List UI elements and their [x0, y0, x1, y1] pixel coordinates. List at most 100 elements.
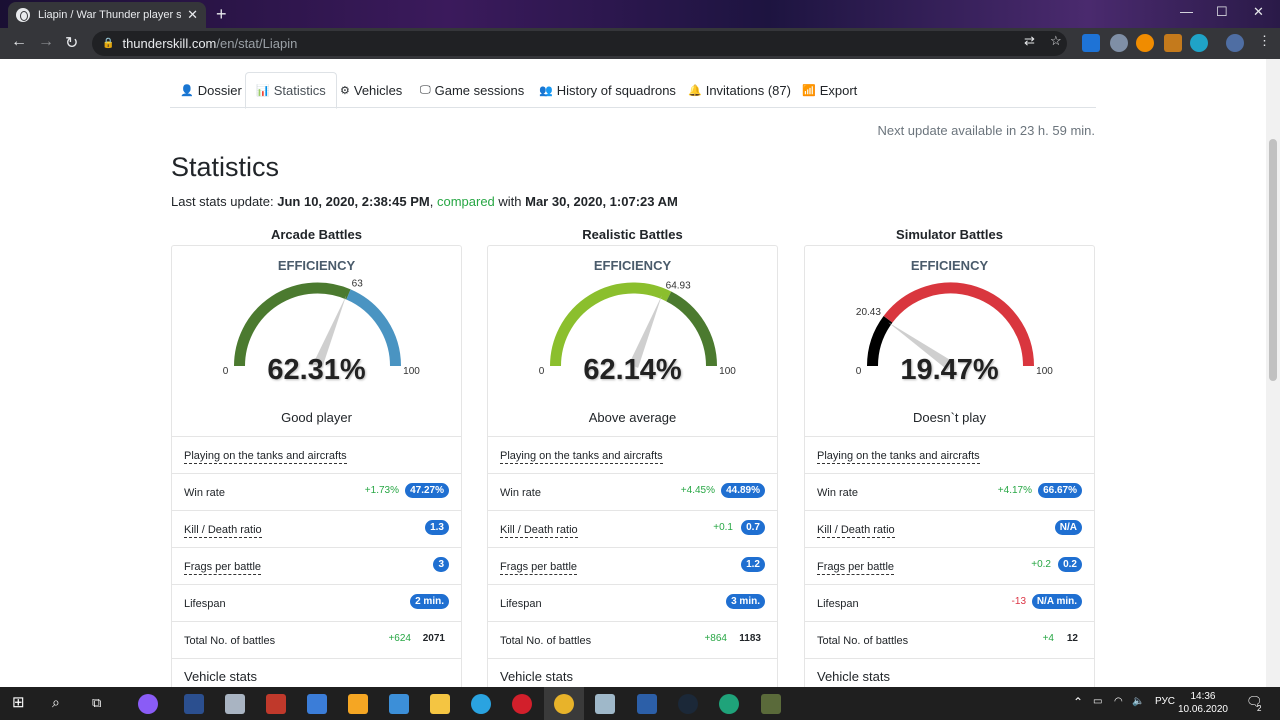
url-host: thunderskill.com — [122, 36, 217, 51]
player-rating: Doesn`t play — [913, 410, 986, 425]
back-icon[interactable]: ← — [11, 33, 27, 50]
address-bar[interactable]: 🔒 thunderskill.com/en/stat/Liapin — [92, 31, 1067, 56]
winrar-icon[interactable] — [266, 694, 286, 714]
tab-dossier[interactable]: 👤 Dossier — [170, 72, 252, 108]
comma: , — [429, 194, 434, 209]
lifespan-row: Lifespan 2 min. — [172, 584, 461, 621]
tab-history-of-squadrons[interactable]: 👥 History of squadrons — [529, 72, 686, 108]
bookmark-star-icon[interactable]: ☆ — [1050, 33, 1062, 48]
wifi-icon[interactable]: ◠ — [1114, 696, 1123, 707]
playing-on-label: Playing on the tanks and aircrafts — [500, 450, 663, 464]
volume-icon[interactable]: 🔈 — [1132, 696, 1145, 707]
rss-icon: 📶 — [802, 84, 816, 97]
gauge-marker-label: 20.43 — [856, 307, 881, 318]
globe-icon — [16, 8, 30, 22]
efficiency-label: EFFICIENCY — [277, 258, 356, 273]
extension-new-icon[interactable] — [1082, 34, 1100, 52]
war-thunder-icon[interactable] — [761, 694, 781, 714]
chevron-up-icon[interactable]: ⌃ — [1073, 695, 1084, 709]
monitor-icon: 🖵 — [420, 83, 431, 96]
profile-avatar[interactable] — [1226, 34, 1244, 52]
mail-icon[interactable] — [389, 694, 409, 714]
translate-icon[interactable]: ⇄ — [1024, 33, 1035, 48]
telegram-icon[interactable] — [471, 694, 491, 714]
browser-tab[interactable]: Liapin / War Thunder player stati ✕ — [8, 2, 206, 28]
frags-row[interactable]: Frags per battle +0.2 0.2 — [805, 547, 1094, 584]
minimize-icon[interactable]: — — [1180, 4, 1193, 19]
dev-app-icon[interactable] — [637, 694, 657, 714]
vehicle-stats-row: Vehicle stats — [172, 658, 461, 687]
notifications-icon[interactable]: 🗨 — [1246, 694, 1263, 709]
lifespan-label: Lifespan — [184, 598, 226, 610]
tab-export[interactable]: 📶 Export — [792, 72, 867, 108]
extension-vpn-icon[interactable] — [1190, 34, 1208, 52]
tab-invitations[interactable]: 🔔 Invitations (87) — [678, 72, 801, 108]
window-close-icon[interactable]: ✕ — [1253, 4, 1264, 19]
gauge-marker-label: 64.93 — [666, 281, 691, 292]
kd-delta: +0.1 — [713, 522, 733, 533]
tab-vehicles[interactable]: ⚙ Vehicles — [330, 72, 412, 108]
forward-icon[interactable]: → — [38, 33, 54, 50]
app-icon[interactable] — [225, 694, 245, 714]
playing-on-row[interactable]: Playing on the tanks and aircrafts — [805, 436, 1094, 473]
battles-label: Total No. of battles — [500, 635, 592, 647]
search-icon[interactable]: ⌕ — [52, 694, 60, 710]
maximize-icon[interactable]: ☐ — [1216, 4, 1228, 19]
mode-card-simulator: EFFICIENCY 0 100 20.43 19.47% Doesn`t play… — [804, 245, 1095, 687]
efficiency-gauge: 0 100 63 — [223, 278, 421, 377]
win-rate-row: Win rate +4.17% 66.67% — [805, 473, 1094, 510]
efficiency-percent: 19.47% — [900, 354, 999, 386]
playing-on-row[interactable]: Playing on the tanks and aircrafts — [488, 436, 777, 473]
clock[interactable]: 14:36 10.06.2020 — [1178, 690, 1228, 716]
reload-icon[interactable]: ↻ — [65, 35, 79, 52]
menu-dots-icon[interactable]: ⋮ — [1258, 33, 1271, 48]
opera-icon[interactable] — [512, 694, 532, 714]
scrollbar-thumb[interactable] — [1269, 139, 1277, 381]
win-rate-row: Win rate +1.73% 47.27% — [172, 473, 461, 510]
frags-badge: 1.2 — [741, 557, 765, 572]
tab-label: Invitations (87) — [705, 82, 791, 98]
gauge-needle — [888, 322, 954, 371]
new-tab-icon[interactable]: + — [216, 4, 227, 24]
sublime-icon[interactable] — [348, 694, 368, 714]
task-view-icon[interactable]: ⧉ — [92, 695, 102, 710]
steam-icon[interactable] — [678, 694, 698, 714]
chrome-icon[interactable] — [554, 694, 574, 714]
kd-row[interactable]: Kill / Death ratio 1.3 — [172, 510, 461, 547]
gauge-arc-left — [867, 316, 893, 367]
kd-row[interactable]: Kill / Death ratio +0.1 0.7 — [488, 510, 777, 547]
battles-label: Total No. of battles — [817, 635, 909, 647]
close-icon[interactable]: ✕ — [187, 7, 198, 22]
extension-play-icon[interactable] — [1136, 34, 1154, 52]
tab-game-sessions[interactable]: 🖵 Game sessions — [410, 72, 534, 108]
battles-row: Total No. of battles +624 2071 — [172, 621, 461, 658]
file-explorer-icon[interactable] — [430, 694, 450, 714]
compared-link[interactable]: compared — [436, 194, 495, 209]
kd-row[interactable]: Kill / Death ratio N/A — [805, 510, 1094, 547]
edge-icon[interactable] — [719, 694, 739, 714]
playing-on-row[interactable]: Playing on the tanks and aircrafts — [172, 436, 461, 473]
frags-row[interactable]: Frags per battle 1.2 — [488, 547, 777, 584]
cortana-app-icon[interactable] — [138, 694, 158, 714]
battery-icon[interactable]: ▭ — [1093, 696, 1103, 707]
frags-label: Frags per battle — [817, 561, 895, 575]
page-content: 👤 Dossier 📊 Statistics ⚙ Vehicles 🖵 Game… — [0, 59, 1266, 687]
kd-label: Kill / Death ratio — [500, 524, 578, 538]
tab-statistics[interactable]: 📊 Statistics — [245, 72, 337, 109]
notification-count: 2 — [1257, 704, 1262, 713]
efficiency-gauge: 0 100 20.43 — [856, 282, 1053, 377]
extension-spark-icon[interactable] — [1110, 34, 1128, 52]
app-icon[interactable] — [184, 694, 204, 714]
app-icon[interactable] — [307, 694, 327, 714]
extension-off-icon[interactable] — [1164, 34, 1182, 52]
win-rate-delta: +1.73% — [364, 485, 399, 496]
windows-start-icon[interactable]: ⊞ — [12, 694, 25, 711]
app-icon[interactable] — [595, 694, 615, 714]
gauge-arc-left — [550, 282, 672, 367]
gauge-marker-label: 63 — [352, 278, 364, 289]
battles-row: Total No. of battles +4 12 — [805, 621, 1094, 658]
browser-tabbar: Liapin / War Thunder player stati ✕ + — … — [0, 0, 1280, 28]
page-scrollbar[interactable] — [1266, 59, 1280, 687]
language-indicator[interactable]: РУС — [1155, 696, 1176, 707]
frags-row[interactable]: Frags per battle 3 — [172, 547, 461, 584]
